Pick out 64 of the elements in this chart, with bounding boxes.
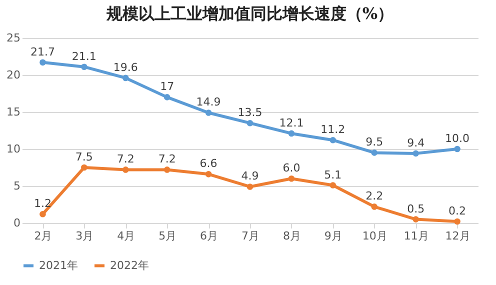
point bbox=[164, 94, 170, 100]
point bbox=[412, 150, 419, 157]
data-label: 7.5 bbox=[75, 150, 93, 164]
point bbox=[454, 218, 460, 225]
data-label: 11.2 bbox=[320, 123, 346, 136]
point bbox=[122, 166, 129, 173]
y-tick-label: 0 bbox=[14, 216, 20, 230]
x-tick-label: 10月 bbox=[362, 230, 388, 242]
data-label: 6.0 bbox=[282, 162, 300, 175]
x-tick-label: 6月 bbox=[200, 230, 218, 242]
data-label: 0.2 bbox=[448, 204, 466, 218]
point bbox=[246, 120, 254, 126]
x-tick-label: 3月 bbox=[76, 230, 94, 242]
x-tick-label: 5月 bbox=[158, 230, 177, 242]
y-tick-label: 15 bbox=[6, 106, 20, 118]
point bbox=[246, 184, 254, 190]
point bbox=[40, 59, 46, 66]
data-label: 4.9 bbox=[241, 170, 259, 183]
point bbox=[40, 210, 46, 218]
data-label: 17 bbox=[160, 80, 174, 94]
point bbox=[81, 164, 88, 171]
data-label: 6.6 bbox=[200, 157, 218, 170]
data-label: 13.5 bbox=[238, 106, 262, 120]
data-label: 21.7 bbox=[30, 45, 55, 58]
data-label: 9.4 bbox=[407, 136, 425, 150]
data-label: 7.2 bbox=[116, 152, 134, 166]
data-label: 21.1 bbox=[72, 50, 96, 63]
point bbox=[205, 110, 212, 116]
data-label: 19.6 bbox=[113, 60, 138, 74]
point bbox=[454, 146, 460, 152]
x-tick-label: 12月 bbox=[445, 230, 470, 242]
point bbox=[81, 64, 88, 70]
data-label: 0.5 bbox=[407, 202, 425, 216]
x-tick-label: 11月 bbox=[404, 230, 429, 242]
y-tick-label: 20 bbox=[6, 68, 20, 82]
point bbox=[371, 204, 378, 210]
x-tick-label: 7月 bbox=[242, 230, 260, 242]
point bbox=[205, 171, 212, 178]
point bbox=[164, 166, 170, 173]
data-label: 9.5 bbox=[366, 136, 384, 149]
point bbox=[122, 74, 129, 82]
point bbox=[288, 130, 295, 137]
data-label: 10.0 bbox=[445, 132, 470, 145]
legend-label: 2021年 bbox=[39, 258, 78, 272]
y-tick-label: 10 bbox=[6, 142, 20, 156]
data-label: 1.2 bbox=[34, 197, 52, 210]
chart-title: 规模以上工业增加值同比增长速度（%） bbox=[105, 4, 394, 23]
x-tick-label: 9月 bbox=[324, 230, 342, 242]
point bbox=[412, 216, 419, 222]
point bbox=[330, 182, 336, 188]
data-label: 14.9 bbox=[196, 96, 221, 109]
y-tick-label: 5 bbox=[14, 180, 20, 192]
point bbox=[330, 136, 336, 144]
data-label: 12.1 bbox=[279, 116, 304, 130]
y-tick-label: 25 bbox=[6, 32, 20, 44]
point bbox=[371, 150, 378, 156]
x-tick-label: 4月 bbox=[117, 230, 136, 242]
point bbox=[288, 175, 295, 182]
x-tick-label: 2月 bbox=[34, 230, 52, 242]
data-label: 5.1 bbox=[324, 168, 342, 182]
legend-label: 2022年 bbox=[110, 258, 149, 272]
x-tick-label: 8月 bbox=[282, 230, 301, 242]
data-label: 7.2 bbox=[158, 152, 176, 166]
data-label: 2.2 bbox=[366, 190, 384, 203]
